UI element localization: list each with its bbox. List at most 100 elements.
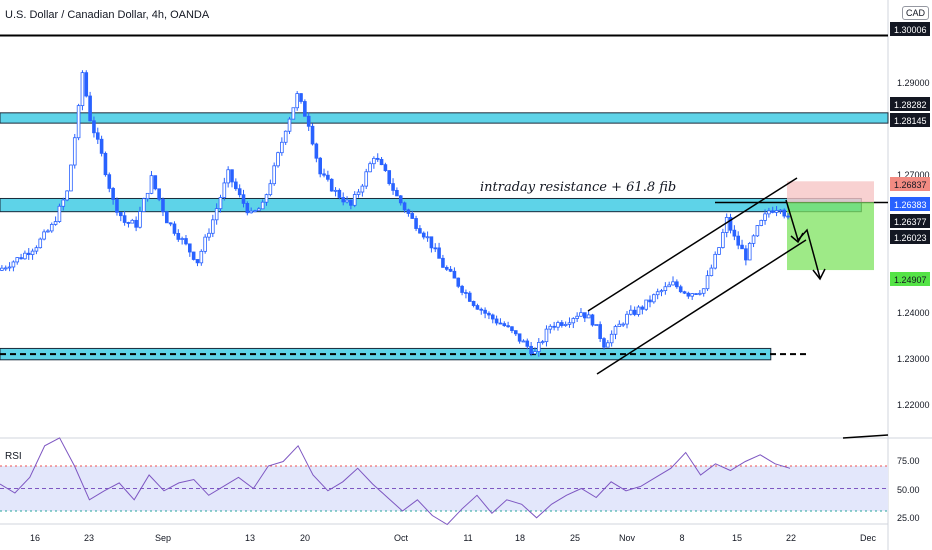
- candle-body: [391, 183, 395, 191]
- x-tick-label: Nov: [619, 533, 636, 543]
- candle-body: [617, 323, 622, 327]
- candle-body: [207, 232, 211, 238]
- price-label-box: [890, 197, 930, 211]
- x-tick-label: Sep: [155, 533, 171, 543]
- candle-body: [479, 308, 484, 311]
- candle-body: [80, 72, 85, 107]
- y-tick-label: 1.24000: [897, 308, 930, 318]
- candle-body: [433, 247, 438, 250]
- candle-body: [7, 266, 12, 269]
- candle-body: [629, 309, 633, 315]
- candle-body: [149, 175, 154, 194]
- candle-body: [659, 290, 664, 293]
- price-label-text: 1.28145: [894, 116, 927, 126]
- candle-body: [199, 250, 204, 264]
- price-label-text: 1.26383: [894, 200, 927, 210]
- candle-body: [360, 185, 365, 193]
- price-label-box: [890, 97, 930, 111]
- x-tick-label: 16: [30, 533, 40, 543]
- rsi-label: RSI: [5, 451, 22, 462]
- x-tick-label: 23: [84, 533, 94, 543]
- candle-body: [372, 157, 376, 165]
- candle-body: [375, 157, 380, 160]
- candle-body: [176, 232, 181, 240]
- candle-body: [709, 267, 714, 277]
- candle-body: [272, 165, 276, 185]
- candle-body: [349, 199, 353, 206]
- candle-body: [195, 259, 200, 264]
- channel-upper: [587, 177, 798, 312]
- candle-body: [356, 191, 361, 195]
- candle-body: [122, 215, 127, 223]
- y-tick-label: 1.22000: [897, 400, 930, 410]
- candle-body: [556, 322, 560, 328]
- candle-body: [326, 174, 330, 180]
- x-tick-label: 18: [515, 533, 525, 543]
- x-tick-label: 8: [679, 533, 684, 543]
- x-tick-label: 13: [245, 533, 255, 543]
- candle-body: [306, 115, 311, 127]
- currency-badge[interactable]: CAD: [902, 6, 930, 20]
- candle-body: [717, 247, 721, 255]
- candle-body: [640, 306, 645, 310]
- candle-body: [498, 322, 503, 325]
- candle-body: [395, 190, 399, 197]
- rsi-line: [0, 437, 791, 526]
- candle-body: [287, 118, 292, 132]
- candle-body: [280, 141, 284, 154]
- candle-body: [560, 322, 564, 326]
- price-label-text: 1.30006: [894, 25, 927, 35]
- candle-body: [188, 243, 192, 253]
- candle-body: [118, 211, 123, 217]
- candle-body: [579, 312, 583, 317]
- candle-body: [786, 215, 790, 218]
- candle-body: [406, 209, 411, 214]
- candle-body: [387, 170, 392, 184]
- candle-body: [0, 267, 4, 271]
- candle-body: [418, 228, 422, 234]
- candle-body: [157, 188, 161, 200]
- candle-body: [732, 229, 737, 237]
- candle-body: [218, 197, 223, 210]
- price-label-box: [890, 272, 930, 286]
- candle-body: [26, 252, 31, 255]
- target-zone: [787, 202, 874, 271]
- x-tick-label: 11: [463, 533, 472, 543]
- candle-body: [191, 251, 196, 260]
- candle-body: [57, 205, 62, 222]
- candle-body: [237, 188, 242, 196]
- candle-body: [686, 292, 691, 297]
- candle-body: [490, 314, 495, 320]
- candle-body: [747, 242, 752, 261]
- candle-body: [241, 194, 246, 204]
- candle-body: [567, 322, 572, 325]
- candle-body: [682, 291, 687, 294]
- rsi-tick-label: 25.00: [897, 513, 920, 523]
- extended-line: [842, 434, 889, 439]
- candle-body: [602, 338, 606, 348]
- candle-body: [494, 318, 499, 324]
- candle-body: [467, 292, 472, 302]
- candle-body: [161, 198, 165, 213]
- candle-body: [590, 314, 595, 326]
- candle-body: [99, 138, 104, 154]
- candle-body: [763, 213, 767, 221]
- candle-body: [648, 299, 652, 303]
- candle-body: [782, 209, 787, 217]
- annotation-text: intraday resistance + 61.8 fib: [480, 180, 677, 195]
- candle-body: [698, 292, 702, 295]
- candle-body: [268, 183, 273, 196]
- candle-body: [341, 197, 346, 203]
- candle-body: [53, 221, 58, 225]
- candle-body: [506, 325, 510, 328]
- candle-body: [586, 314, 591, 319]
- candle-body: [613, 326, 618, 335]
- candle-body: [594, 324, 599, 326]
- candle-body: [226, 169, 230, 184]
- candle-body: [234, 181, 238, 190]
- candle-body: [437, 247, 441, 259]
- candle-body: [724, 217, 729, 233]
- candle-body: [701, 288, 706, 294]
- candle-body: [548, 325, 553, 330]
